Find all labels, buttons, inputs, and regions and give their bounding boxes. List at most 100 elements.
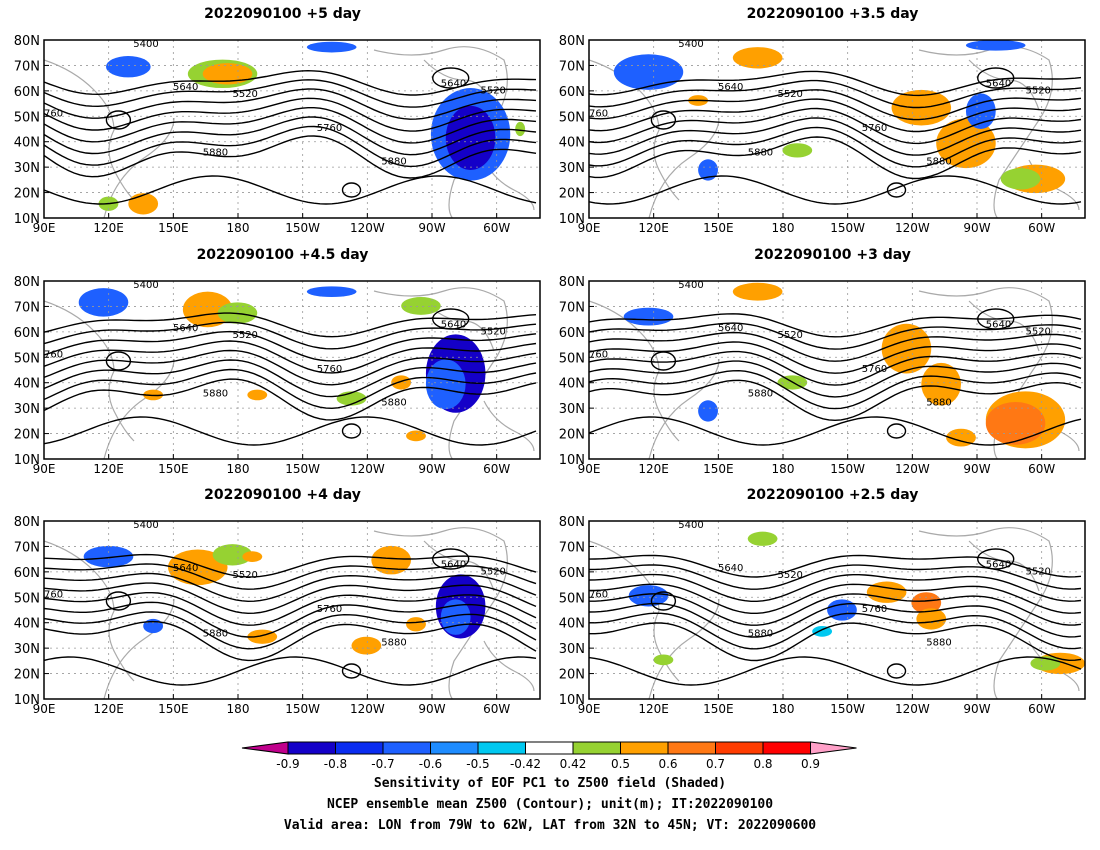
contour-label: 5400: [133, 520, 158, 531]
shading-area: [916, 608, 947, 630]
map-panel-5: 5400 5520 5640 5760 5880 5880 760 5640 5520 80N 70…: [14, 515, 541, 716]
map-frame: [588, 280, 1086, 460]
colorbar-segment: [667, 741, 716, 755]
shading-area: [698, 400, 718, 422]
contour-label: 5640: [173, 82, 198, 93]
coastline: [103, 598, 175, 699]
lon-label: 90E: [578, 702, 601, 716]
contour-line: [44, 611, 537, 650]
contour-line: [589, 656, 1082, 686]
map-content: 5400 5520 5640 5760 5880 5880 760 5640 5520 80N 70…: [14, 515, 541, 716]
shading-area: [406, 617, 426, 632]
colorbar-segment: [382, 741, 431, 755]
coastline: [918, 46, 1053, 218]
shading-area: [242, 551, 263, 562]
shading-area: [985, 402, 1046, 445]
contour-label: 5640: [718, 563, 743, 574]
lon-label: 90E: [33, 462, 56, 476]
contour-line: [44, 125, 537, 168]
shading-area: [128, 193, 159, 215]
map-frame: [588, 39, 1086, 219]
lon-label: 150W: [830, 221, 865, 235]
contour-line: [589, 573, 1082, 602]
lon-label: 120E: [93, 462, 124, 476]
lat-label: 40N: [559, 136, 585, 151]
lat-label: 20N: [559, 428, 585, 443]
lat-label: 10N: [559, 212, 585, 227]
colorbar-segment: [572, 741, 621, 755]
contour-label: 5880: [381, 638, 406, 649]
map-frame: [588, 520, 1086, 700]
lon-label: 90W: [963, 462, 990, 476]
lat-label: 30N: [14, 161, 40, 176]
lat-label: 80N: [14, 275, 40, 290]
lon-label: 150E: [158, 462, 189, 476]
colorbar-tick-label: 0.6: [658, 757, 677, 771]
contour-closed: [886, 663, 907, 679]
shading-area: [106, 56, 151, 78]
coastline: [423, 540, 495, 592]
contour-label: 5760: [317, 364, 342, 375]
contour-label: 5880: [748, 389, 773, 400]
map-frame: [43, 280, 541, 460]
lon-label: 180: [772, 221, 795, 235]
colorbar-segment: [715, 741, 764, 755]
lon-label: 120E: [93, 702, 124, 716]
contour-line: [589, 331, 1082, 362]
contour-label: 5880: [203, 629, 228, 640]
shading-area: [827, 599, 857, 621]
shading-area: [306, 41, 357, 53]
lat-label: 20N: [14, 668, 40, 683]
lat-label: 20N: [14, 428, 40, 443]
map-inner: 5400 5520 5640 5760 5880 5880 760 5640 5520: [589, 39, 1085, 218]
contour-line: [589, 341, 1082, 374]
shading-area: [812, 626, 833, 637]
contour-label: 5400: [678, 39, 703, 50]
lon-label: 120E: [638, 462, 669, 476]
contour-label: 5640: [718, 323, 743, 334]
lat-label: 40N: [559, 617, 585, 632]
lat-label: 70N: [559, 59, 585, 74]
map-panel-3: 5400 5520 5640 5760 5880 5880 760 5640 5520 80N 70…: [14, 275, 541, 476]
lat-label: 60N: [14, 326, 40, 341]
coastline: [918, 527, 1053, 699]
panel-title-1: 2022090100 +5 day: [204, 6, 361, 22]
contour-label: 5640: [173, 323, 198, 334]
lon-label: 120W: [350, 221, 385, 235]
shading-area: [440, 599, 471, 635]
lon-label: 90W: [418, 221, 445, 235]
lon-label: 90W: [963, 702, 990, 716]
shading-area: [425, 359, 466, 410]
contour-closed: [341, 663, 362, 679]
lat-label: 30N: [14, 402, 40, 417]
map-panel-6: 5400 5520 5640 5760 5880 5880 760 5640 5520 80N 70…: [559, 515, 1086, 716]
lon-label: 150W: [285, 462, 320, 476]
shading-area: [182, 291, 233, 328]
contour-line: [589, 602, 1082, 638]
contour-label: 5400: [678, 280, 703, 291]
shading-area: [515, 121, 526, 137]
lon-label: 120W: [350, 462, 385, 476]
shading-area: [351, 636, 382, 655]
contour-label: 5880: [381, 157, 406, 168]
shading-area: [747, 531, 778, 546]
coastline: [648, 117, 720, 218]
contour-closed: [105, 110, 132, 130]
lat-label: 70N: [559, 300, 585, 315]
contour-closed: [977, 308, 1015, 330]
panel-title-5: 2022090100 +4 day: [204, 487, 361, 503]
lon-label: 90W: [418, 702, 445, 716]
contour-line: [44, 79, 537, 108]
lon-label: 90E: [33, 702, 56, 716]
contour-closed: [886, 423, 907, 439]
contour-label: 5640: [441, 319, 466, 330]
contour-label: 5520: [480, 566, 505, 577]
coastline: [373, 46, 508, 218]
caption-line-3: Valid area: LON from 79W to 62W, LAT fro…: [283, 818, 817, 833]
lat-label: 50N: [14, 351, 40, 366]
lon-label: 60W: [483, 702, 510, 716]
lon-label: 120E: [638, 702, 669, 716]
coastline: [483, 640, 535, 692]
contour-label: 5880: [748, 629, 773, 640]
lat-label: 10N: [559, 693, 585, 708]
